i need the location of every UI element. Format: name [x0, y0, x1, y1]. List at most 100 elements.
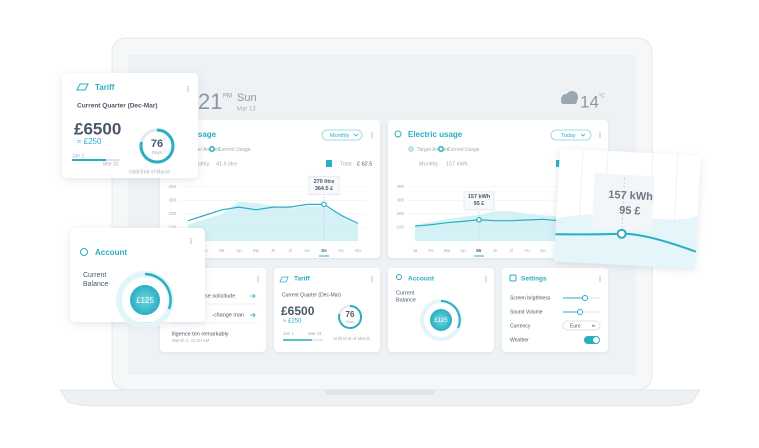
card-title: usage: [193, 130, 217, 139]
header: 21 PM Sun Mar 13 14 °C: [198, 89, 605, 114]
target-area: [188, 201, 358, 241]
dot: [190, 240, 192, 242]
amount: £6500: [74, 119, 121, 138]
setting-label: Weather: [510, 337, 529, 343]
note: Until End of March: [333, 336, 371, 341]
temperature-unit: °C: [599, 93, 605, 99]
currency: Euro: [570, 323, 581, 329]
total-label: Total: [340, 161, 352, 167]
balance: £125: [434, 318, 448, 324]
dot: [485, 276, 487, 278]
x-tick-label: Au: [304, 248, 310, 253]
target-area: [415, 211, 575, 241]
monthly-label: Monthly: [190, 161, 210, 167]
menu-button[interactable]: [371, 276, 373, 282]
menu-button[interactable]: [187, 86, 189, 92]
x-tick-label: Fe: [202, 248, 208, 253]
x-tick-label: Ap: [460, 248, 466, 253]
x-tick-label: Mr: [219, 248, 225, 253]
legend-label: Current Usage: [218, 147, 251, 153]
amount: £6500: [281, 304, 315, 318]
menu-button[interactable]: [190, 238, 192, 244]
start: Jan 1: [72, 153, 84, 159]
message: -change man: [212, 312, 244, 318]
dot: [599, 276, 601, 278]
currency-dropdown[interactable]: [562, 320, 601, 331]
legend-swatch: [408, 146, 414, 152]
x-tick-label: My: [253, 248, 260, 253]
x-tick-label: Se: [321, 248, 327, 253]
tooltip-text: 364.5 £: [315, 186, 333, 192]
legend-label: Current Usage: [447, 147, 480, 153]
weather-icon: [561, 91, 578, 104]
zoom-cost: 95 £: [619, 205, 641, 218]
x-tick-label: Jl: [509, 248, 512, 253]
approx: ≈ £250: [77, 137, 102, 146]
approx: ≈ £250: [283, 319, 302, 325]
start: Jan 1: [283, 331, 295, 336]
brightness-slider[interactable]: [582, 295, 588, 301]
menu-button[interactable]: [485, 276, 487, 282]
tariff-card: Tariff Current Quarter (Dec-Mar) £6500 ≈…: [274, 268, 380, 352]
label: Balance: [396, 297, 416, 303]
x-tick-label: Au: [524, 248, 530, 253]
monthly-value: 41.6 litre: [216, 161, 237, 167]
selected-point: [321, 201, 327, 208]
dot: [371, 278, 373, 280]
y-tick-label: 400: [168, 184, 176, 189]
meridiem: PM: [223, 94, 232, 100]
floating-tariff: Tariff Current Quarter (Dec-Mar) £6500 ≈…: [62, 73, 198, 178]
x-tick-label: Jl: [288, 248, 291, 253]
zoom-value: 157 kWh: [608, 189, 653, 203]
note: Until End of March: [129, 169, 170, 175]
menu-button[interactable]: [599, 276, 601, 282]
floating-account: Account Current Balance £125: [70, 228, 205, 329]
menu-button[interactable]: [599, 132, 601, 138]
days: 76: [151, 138, 163, 150]
x-tick-label: Ja: [413, 248, 418, 253]
menu-button[interactable]: [371, 132, 373, 138]
dot: [599, 136, 601, 138]
x-tick-label: Ap: [236, 248, 242, 253]
period-dropdown[interactable]: [321, 129, 363, 141]
x-tick-label: Jn: [271, 248, 276, 253]
period-dropdown[interactable]: [550, 129, 592, 141]
dot: [485, 278, 487, 280]
dot: [190, 238, 192, 240]
end: Mar 31: [308, 331, 323, 336]
x-tick-label: Ma: [444, 248, 451, 253]
days-label: Days: [152, 150, 163, 155]
card-title: Electric usage: [408, 130, 463, 139]
message: lligence ten remarkably: [172, 331, 229, 337]
legend-label: Target Amount: [188, 147, 221, 153]
legend-swatch: [438, 146, 444, 152]
dot: [257, 280, 259, 282]
floating-zoom: 157 kWh 95 £: [554, 148, 701, 269]
monthly-value: 157 kWh: [446, 161, 468, 167]
tooltip-text: 95 £: [474, 201, 485, 207]
usage-line: [414, 218, 576, 227]
dot: [371, 134, 373, 136]
time: 21: [198, 89, 222, 114]
y-tick-label: 100: [168, 225, 176, 230]
setting-label: Screen brightness: [510, 295, 551, 301]
selected-point: [476, 216, 482, 223]
volume-slider[interactable]: [577, 309, 583, 315]
y-tick-label: 200: [396, 211, 404, 216]
label: Balance: [83, 281, 108, 288]
period: Monthly: [330, 133, 350, 139]
dot: [187, 88, 189, 90]
y-tick-label: 400: [396, 184, 404, 189]
legend-swatch: [209, 146, 215, 152]
menu-button[interactable]: [257, 276, 259, 282]
card-title: Account: [95, 248, 127, 257]
dot: [371, 136, 373, 138]
y-tick-label: 300: [168, 198, 176, 203]
card-title: Tariff: [294, 276, 311, 283]
label: Current: [83, 272, 106, 279]
dot: [371, 276, 373, 278]
dot: [257, 276, 259, 278]
x-tick-label: Mr: [476, 248, 482, 253]
settings-card: Settings Screen brightness Sound Volume …: [502, 268, 608, 352]
x-tick-label: Oc: [338, 248, 345, 253]
